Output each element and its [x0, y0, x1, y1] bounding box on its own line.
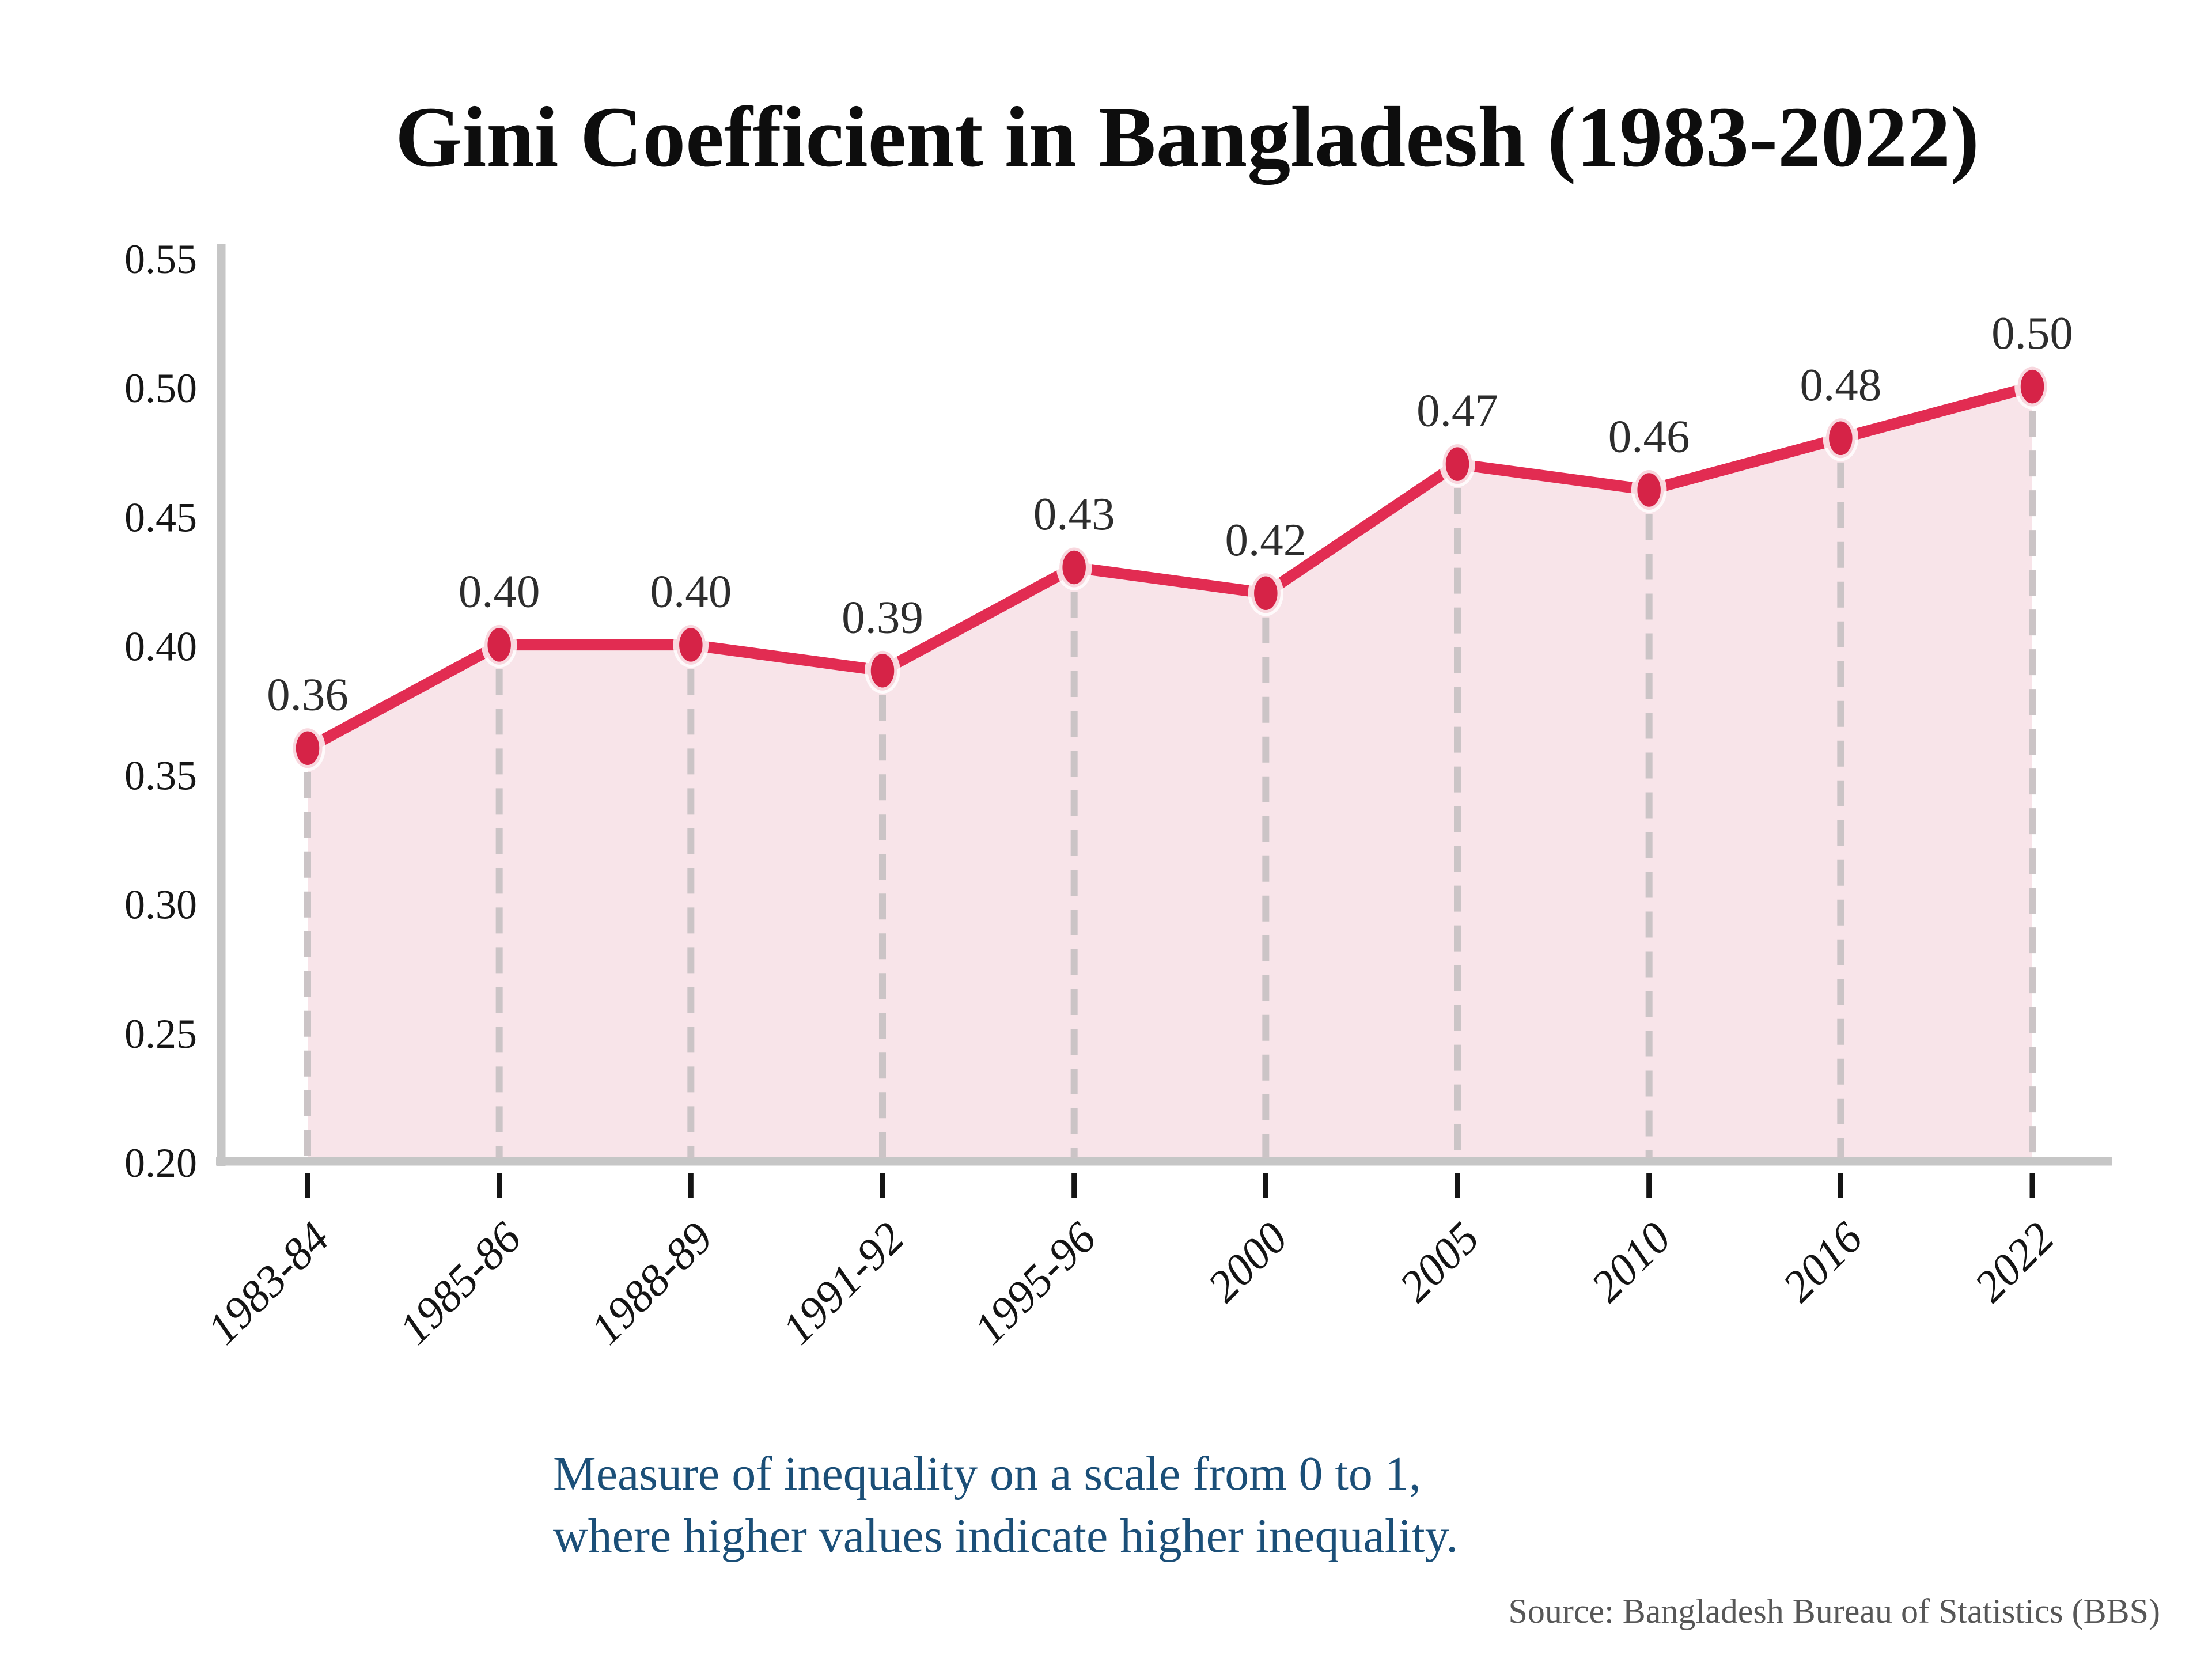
y-tick-label: 0.35 [124, 753, 197, 799]
y-tick-label: 0.50 [124, 365, 197, 411]
data-point-marker [865, 647, 900, 694]
y-tick-label: 0.45 [124, 494, 197, 540]
x-tick-label: 1988-89 [581, 1213, 722, 1354]
x-tick-label: 1983-84 [198, 1213, 339, 1354]
chart-title: Gini Coefficient in Bangladesh (1983-202… [395, 89, 1979, 185]
source-credit: Source: Bangladesh Bureau of Statistics … [1508, 1592, 2160, 1630]
x-tick-label: 2000 [1198, 1213, 1297, 1312]
data-point-marker [1631, 467, 1667, 513]
x-tick-label: 2005 [1389, 1213, 1488, 1312]
x-tick-label: 1991-92 [772, 1213, 914, 1354]
data-point-label: 0.40 [459, 565, 540, 617]
y-tick-label: 0.25 [124, 1011, 197, 1057]
data-point-marker [673, 622, 709, 668]
area-fill [308, 387, 2032, 1161]
data-point-label: 0.48 [1800, 359, 1881, 411]
y-tick-label: 0.20 [124, 1140, 197, 1186]
chart-subtitle-line-1: Measure of inequality on a scale from 0 … [553, 1447, 1421, 1501]
data-point-label: 0.40 [650, 565, 732, 617]
data-point-marker [1056, 544, 1092, 590]
data-point-label: 0.39 [842, 591, 923, 643]
x-tick-label: 1985-86 [389, 1213, 530, 1354]
data-point-label: 0.36 [267, 669, 349, 721]
series-line [302, 381, 2038, 754]
data-point-marker [1248, 570, 1284, 616]
x-tick-label: 2016 [1773, 1213, 1872, 1312]
data-point-marker [2014, 363, 2050, 410]
data-point-marker [290, 725, 325, 771]
data-point-marker [481, 622, 517, 668]
data-point-label: 0.43 [1033, 488, 1115, 540]
data-point-label: 0.42 [1225, 514, 1306, 566]
y-tick-label: 0.30 [124, 882, 197, 928]
chart-subtitle-line-2: where higher values indicate higher ineq… [553, 1509, 1458, 1563]
data-point-label: 0.46 [1608, 410, 1690, 462]
y-tick-label: 0.40 [124, 623, 197, 669]
data-point-marker [1440, 441, 1475, 487]
data-point-marker [1823, 415, 1859, 461]
data-point-label: 0.50 [1991, 307, 2073, 359]
x-tick-label: 2022 [1964, 1213, 2063, 1312]
y-tick-label: 0.55 [124, 236, 197, 282]
data-point-label: 0.47 [1416, 385, 1498, 437]
plot-area: 0.36 0.40 0.40 0.39 0.43 0.42 0.47 0.46 0.48 0.50… [124, 236, 2112, 1354]
x-tick-label: 1995-96 [964, 1213, 1105, 1354]
x-tick-label: 2010 [1581, 1213, 1680, 1312]
